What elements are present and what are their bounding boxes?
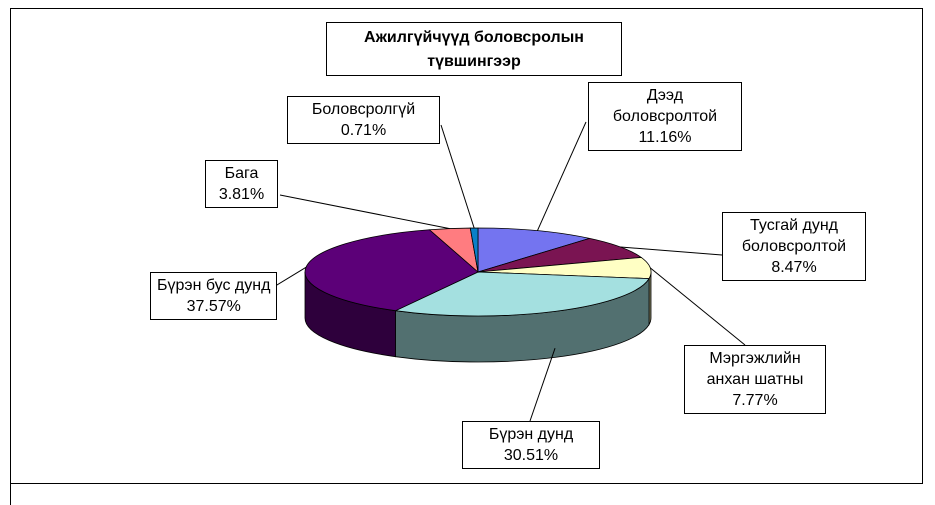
label-name: Боловсролгүй <box>311 101 416 118</box>
label-value: 8.47% <box>771 259 817 276</box>
label-value: 3.81% <box>218 186 265 203</box>
label-value: 0.71% <box>340 122 387 139</box>
data-label: Тусгай дунд боловсролтой 8.47% <box>722 212 866 281</box>
slice <box>477 237 643 273</box>
data-label: Бүрэн бус дунд 37.57% <box>150 272 278 320</box>
label-name: Дээд боловсролтой <box>612 87 718 125</box>
label-name: Бага <box>224 165 259 182</box>
label-value: 30.51% <box>503 447 559 464</box>
data-label: Бага 3.81% <box>205 160 278 208</box>
slice <box>469 227 479 273</box>
leader-line <box>536 121 587 231</box>
leader-line <box>529 348 556 422</box>
label-value: 7.77% <box>732 392 778 409</box>
slice <box>394 271 650 317</box>
label-name: Тусгай дунд боловсролтой <box>741 217 847 255</box>
chart-frame <box>10 8 923 484</box>
label-name: Мэргэжлийн анхан шатны <box>706 350 804 388</box>
label-value: 37.57% <box>186 298 241 315</box>
label-name: Бүрэн бус дунд <box>157 277 271 294</box>
slice <box>304 229 479 312</box>
data-label: Мэргэжлийн анхан шатны 7.77% <box>684 345 826 414</box>
leader-line <box>279 194 450 230</box>
label-value: 11.16% <box>638 129 692 146</box>
chart-title: Ажилгүйчүүд боловсролын түвшингээр <box>326 22 622 76</box>
label-name: Бүрэн дунд <box>488 426 574 443</box>
leader-line <box>620 246 723 256</box>
data-label: Дээд боловсролтой 11.16% <box>588 82 742 151</box>
leader-line <box>440 124 475 229</box>
pie <box>304 227 652 363</box>
data-label: Бүрэн дунд 30.51% <box>462 421 600 469</box>
leader-line <box>649 267 746 346</box>
data-label: Боловсролгүй 0.71% <box>287 96 440 144</box>
